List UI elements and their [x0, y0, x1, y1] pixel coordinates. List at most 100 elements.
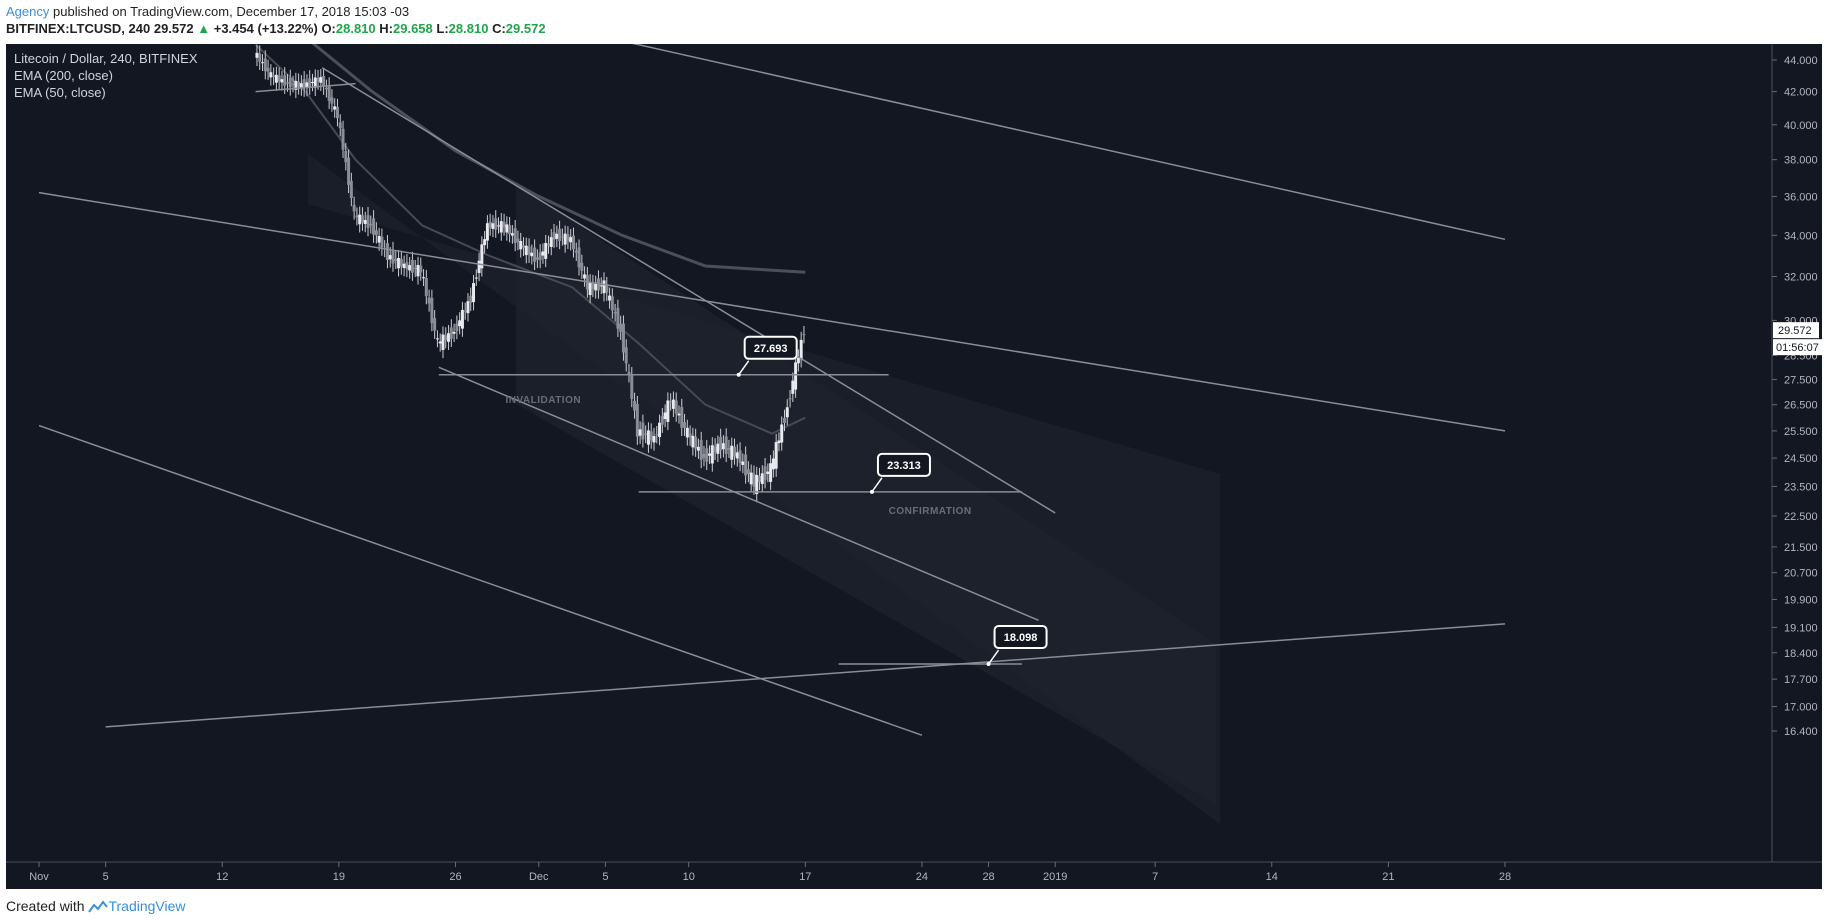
- candle-body: [472, 283, 476, 303]
- candle-body: [483, 239, 487, 246]
- candle-body: [394, 259, 398, 261]
- callout-anchor: [986, 662, 991, 667]
- candle-body: [469, 295, 473, 303]
- candle-body: [335, 106, 339, 119]
- candle-body: [497, 225, 501, 227]
- candle-body: [541, 251, 545, 256]
- legend-ema200[interactable]: EMA (200, close): [14, 68, 113, 83]
- trendline[interactable]: [321, 67, 1056, 514]
- candle-body: [738, 450, 742, 463]
- candle-body: [338, 122, 342, 129]
- callout-box[interactable]: [993, 625, 1048, 650]
- candle-body: [602, 280, 606, 294]
- callout-value: 23.313: [887, 460, 921, 472]
- trendline[interactable]: [105, 623, 1506, 728]
- candle-body: [313, 77, 317, 88]
- ticker-info: BITFINEX:LTCUSD, 240 29.572 ▲ +3.454 (+1…: [6, 21, 546, 36]
- candle-body: [405, 262, 409, 269]
- time-tick-label: 26: [449, 871, 461, 883]
- candle-body: [580, 262, 584, 271]
- price-tick-label: 36.000: [1784, 191, 1818, 203]
- callout-box[interactable]: [876, 452, 931, 477]
- price-tick-label: 42.000: [1784, 87, 1818, 99]
- price-tick-label: 23.500: [1784, 481, 1818, 493]
- candle-body: [633, 400, 637, 411]
- current-price-badge: [1773, 322, 1819, 339]
- candle-body: [713, 446, 717, 452]
- candle-body: [571, 235, 575, 250]
- price-tick-label: 20.700: [1784, 568, 1818, 580]
- candle-body: [352, 204, 356, 212]
- candle-body: [480, 244, 484, 269]
- candle-body: [508, 225, 512, 235]
- candle-body: [652, 436, 656, 443]
- candle-body: [388, 255, 392, 260]
- candle-body: [688, 433, 692, 438]
- last-price: 29.572: [153, 21, 194, 36]
- candle-body: [780, 424, 784, 443]
- publish-text: published on TradingView.com, December 1…: [53, 4, 410, 19]
- candle-body: [583, 274, 587, 279]
- legend-title: Litecoin / Dollar, 240, BITFINEX: [14, 51, 198, 66]
- candle-body: [552, 232, 556, 240]
- candle-body: [769, 463, 773, 482]
- callout-box[interactable]: [743, 335, 798, 360]
- candle-body: [272, 75, 276, 77]
- price-tick-label: 40.000: [1784, 120, 1818, 132]
- candle-body: [666, 400, 670, 422]
- candle-body: [419, 265, 423, 273]
- current-price-label: 29.572: [1778, 325, 1812, 337]
- trendline[interactable]: [438, 366, 1039, 621]
- callout-pointer: [987, 649, 1000, 665]
- candle-body: [794, 362, 798, 390]
- time-tick-label: 7: [1152, 871, 1158, 883]
- candle-body: [274, 74, 278, 83]
- price-tick-label: 16.400: [1784, 726, 1818, 738]
- change-arrow-icon: ▲: [197, 21, 211, 36]
- callout-value: 27.693: [754, 343, 788, 355]
- low-label: L:: [436, 21, 449, 36]
- price-tick-label: 27.500: [1784, 375, 1818, 387]
- candle-body: [777, 440, 781, 444]
- trendline[interactable]: [38, 424, 923, 736]
- candle-body: [397, 258, 401, 269]
- author-link[interactable]: Agency: [6, 4, 50, 19]
- candle-body: [733, 446, 737, 457]
- price-axis-background: [1772, 44, 1822, 889]
- candle-body: [385, 243, 389, 261]
- candle-body: [796, 357, 800, 364]
- legend-ema50[interactable]: EMA (50, close): [14, 85, 106, 100]
- price-tick-label: 34.000: [1784, 230, 1818, 242]
- trendline[interactable]: [38, 191, 1506, 432]
- candle-body: [591, 282, 595, 289]
- time-tick-label: 14: [1266, 871, 1278, 883]
- price-chart[interactable]: INVALIDATION CONFIRMATION 27.693 23.313 18.…: [6, 44, 1822, 889]
- candle-body: [624, 347, 628, 364]
- candle-body: [658, 422, 662, 438]
- candle-body: [771, 458, 775, 470]
- candle-body: [683, 422, 687, 428]
- created-with-text: Created with: [6, 898, 85, 914]
- candle-body: [491, 223, 495, 229]
- candle-body: [699, 440, 703, 460]
- candle-body: [649, 431, 653, 441]
- candle-body: [705, 448, 709, 462]
- candle-body: [449, 327, 453, 339]
- trendline[interactable]: [572, 44, 1506, 241]
- candle-body: [380, 236, 384, 248]
- tradingview-link[interactable]: TradingView: [108, 898, 186, 914]
- candle-body: [680, 407, 684, 428]
- trendline[interactable]: [255, 82, 356, 93]
- time-tick-label: 2019: [1043, 871, 1067, 883]
- candle-body: [560, 236, 564, 238]
- candle-body: [499, 221, 503, 233]
- candle-body: [610, 296, 614, 311]
- candle-body: [410, 259, 414, 273]
- candle-body: [655, 434, 659, 436]
- price-tick-label: 17.000: [1784, 702, 1818, 714]
- candle-body: [702, 453, 706, 459]
- candle-body: [316, 78, 320, 82]
- candle-body: [291, 83, 295, 85]
- candle-body: [441, 334, 445, 350]
- candle-body: [533, 247, 537, 262]
